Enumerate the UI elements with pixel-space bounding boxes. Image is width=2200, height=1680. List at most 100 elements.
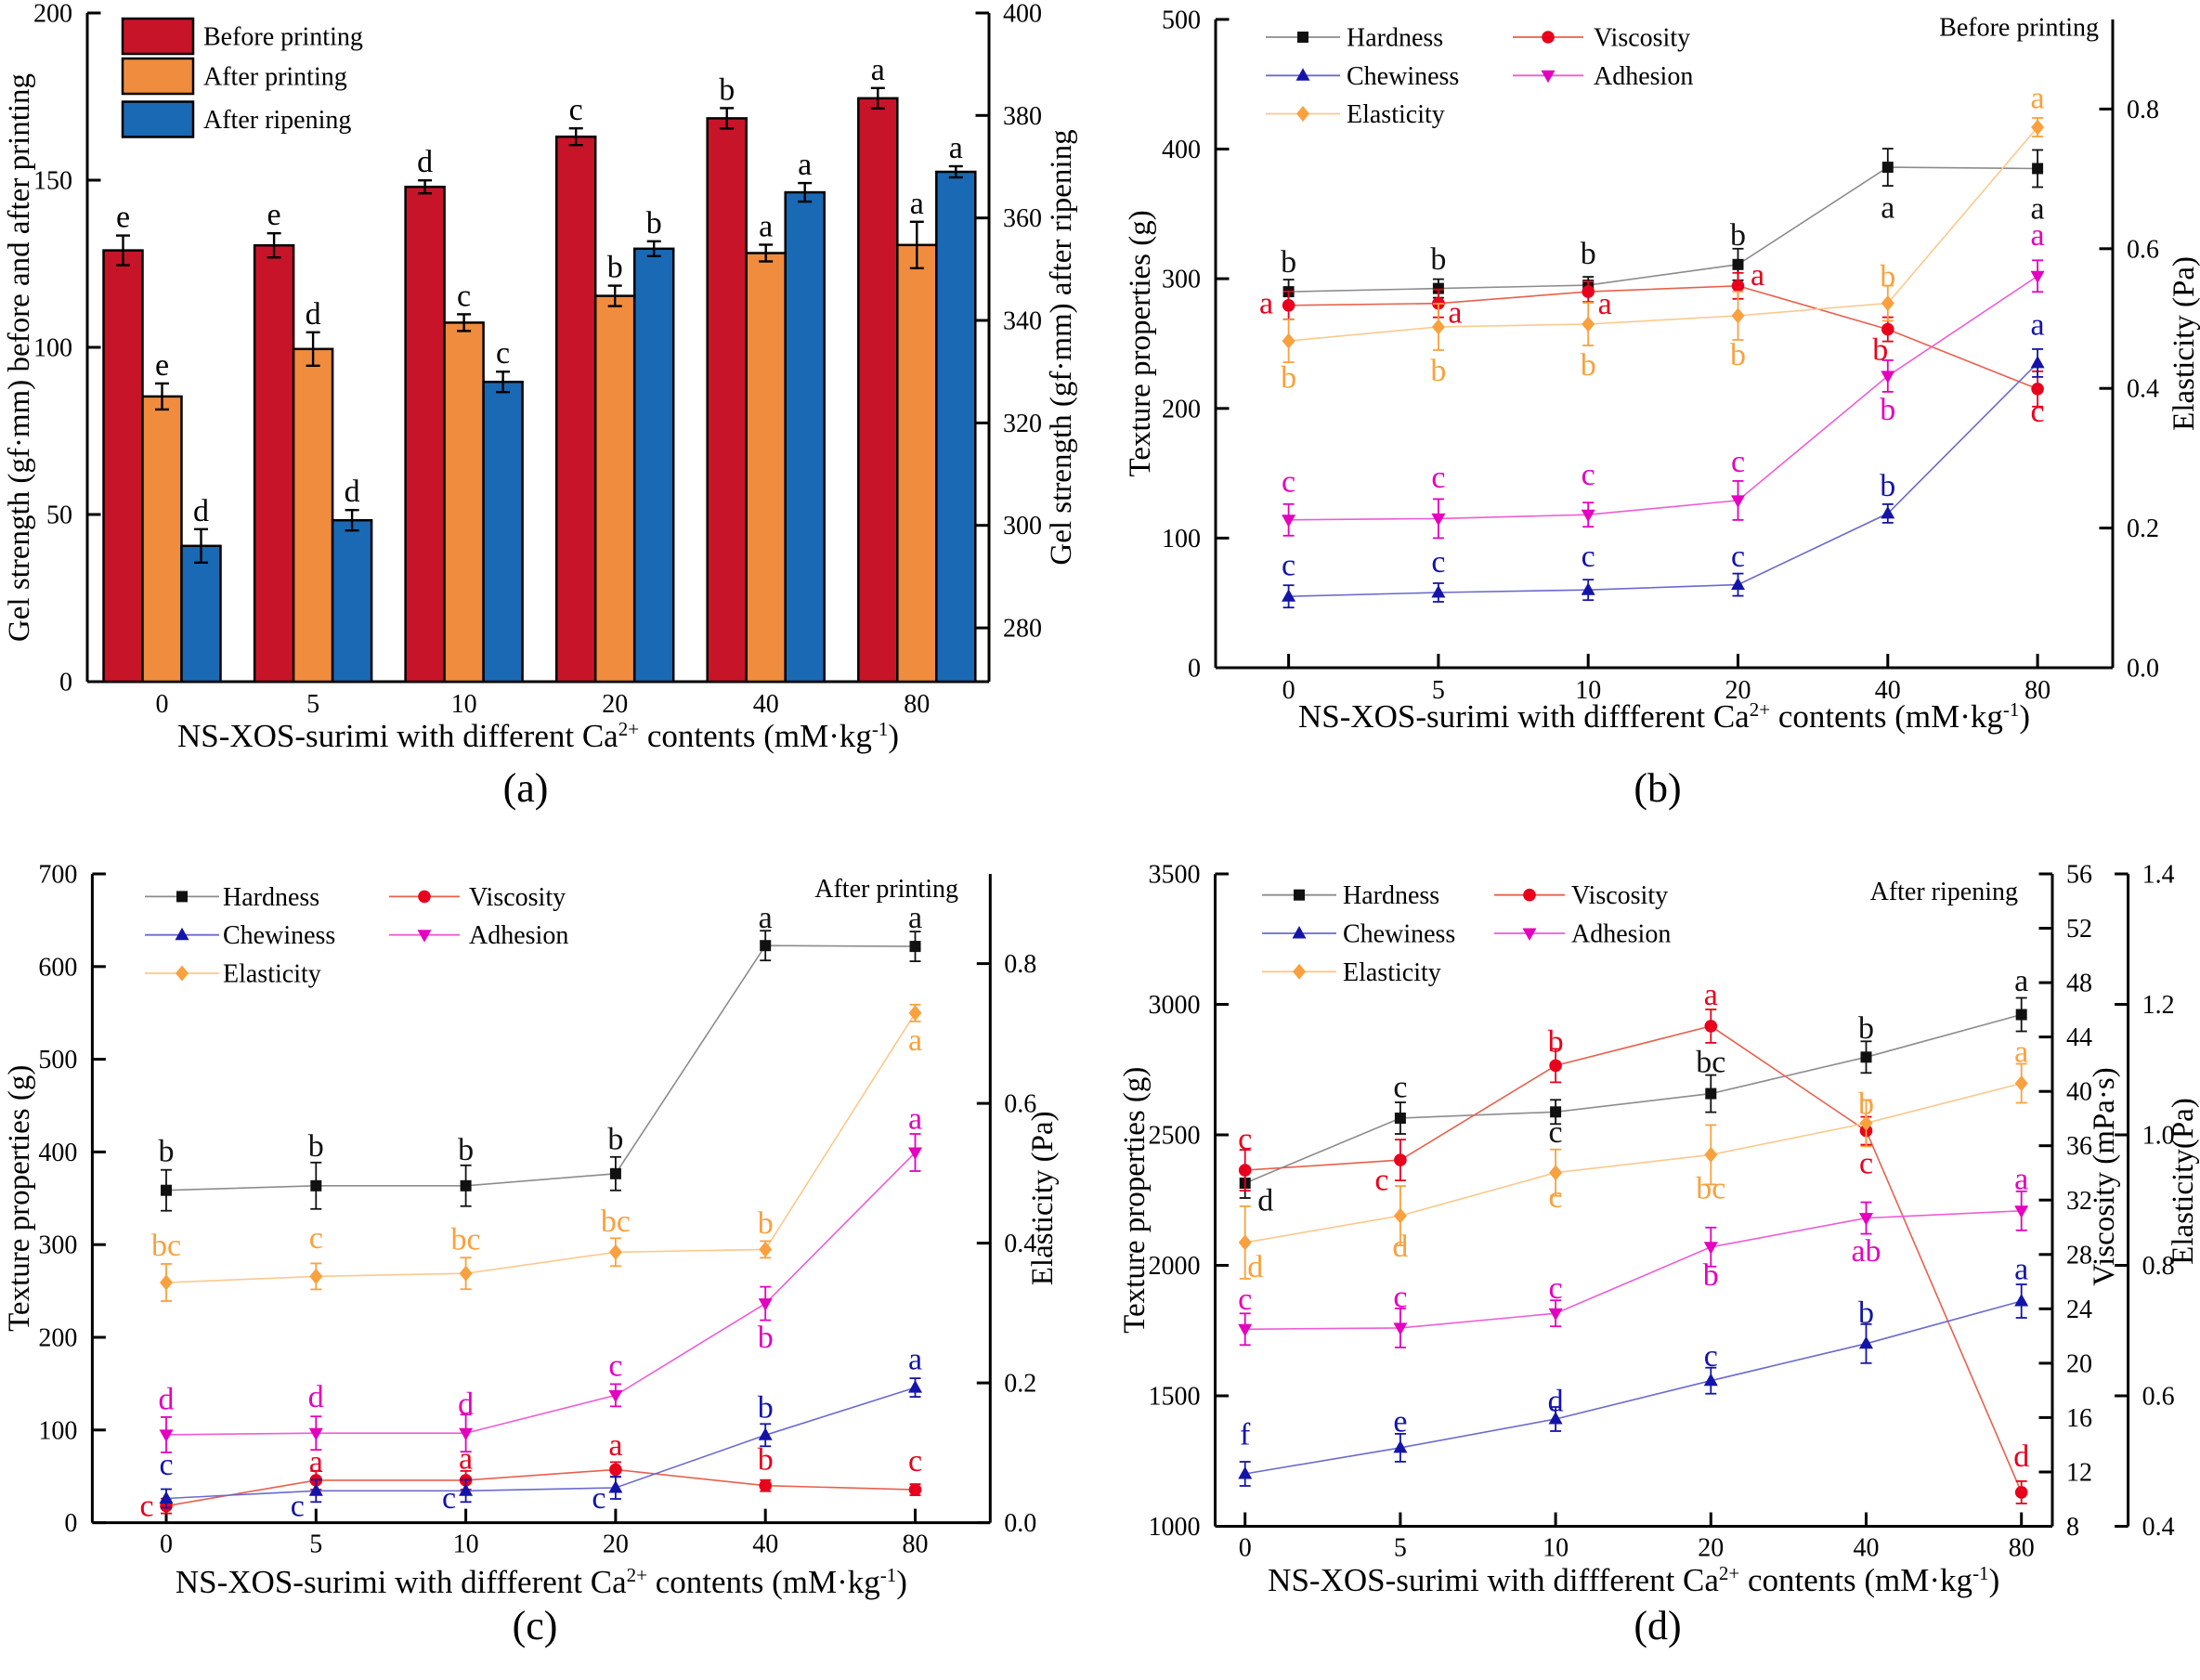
svg-text:Elasticity(Pa): Elasticity(Pa) bbox=[2167, 1098, 2200, 1265]
svg-text:(b): (b) bbox=[1634, 765, 1681, 811]
svg-text:b: b bbox=[607, 251, 623, 285]
svg-text:Elasticity: Elasticity bbox=[1343, 958, 1441, 987]
svg-text:b: b bbox=[1581, 348, 1596, 383]
svg-text:a: a bbox=[2014, 1163, 2028, 1197]
svg-text:20: 20 bbox=[1725, 676, 1751, 705]
svg-text:Before printing: Before printing bbox=[1939, 13, 2099, 42]
svg-text:200: 200 bbox=[33, 0, 72, 29]
svg-text:0: 0 bbox=[59, 669, 72, 697]
svg-text:12: 12 bbox=[2066, 1459, 2092, 1488]
svg-text:a: a bbox=[908, 1102, 922, 1137]
svg-text:f: f bbox=[1240, 1418, 1251, 1452]
svg-text:700: 700 bbox=[38, 861, 77, 890]
svg-text:b: b bbox=[1880, 469, 1895, 503]
svg-text:d: d bbox=[417, 145, 433, 179]
svg-text:500: 500 bbox=[38, 1046, 77, 1074]
svg-text:d: d bbox=[1257, 1184, 1273, 1218]
svg-text:10: 10 bbox=[451, 690, 477, 719]
svg-text:320: 320 bbox=[1003, 410, 1042, 438]
svg-text:150: 150 bbox=[33, 167, 72, 196]
svg-text:32: 32 bbox=[2066, 1187, 2092, 1216]
svg-text:a: a bbox=[759, 901, 773, 935]
svg-text:100: 100 bbox=[33, 334, 72, 363]
svg-text:e: e bbox=[1393, 1405, 1407, 1439]
svg-text:c: c bbox=[309, 1221, 323, 1256]
svg-text:b: b bbox=[1858, 1296, 1874, 1331]
svg-text:Adhesion: Adhesion bbox=[469, 921, 568, 950]
svg-text:c: c bbox=[1582, 540, 1595, 574]
svg-text:40: 40 bbox=[1875, 676, 1901, 705]
svg-text:Gel strength (gf·mm) after rip: Gel strength (gf·mm) after ripening bbox=[1045, 129, 1078, 565]
svg-text:0.2: 0.2 bbox=[1004, 1370, 1036, 1399]
svg-text:a: a bbox=[608, 1428, 622, 1463]
svg-text:2000: 2000 bbox=[1149, 1252, 1201, 1281]
svg-text:b: b bbox=[1581, 237, 1596, 271]
svg-text:Viscosity: Viscosity bbox=[1594, 24, 1690, 53]
svg-text:c: c bbox=[1431, 545, 1445, 580]
svg-text:bc: bc bbox=[151, 1229, 181, 1263]
svg-text:a: a bbox=[1704, 978, 1718, 1012]
svg-text:a: a bbox=[2031, 307, 2045, 342]
svg-text:a: a bbox=[2014, 1253, 2028, 1287]
svg-text:a: a bbox=[1598, 287, 1612, 321]
svg-text:c: c bbox=[1549, 1180, 1563, 1215]
svg-text:1500: 1500 bbox=[1149, 1383, 1201, 1412]
svg-text:280: 280 bbox=[1003, 615, 1042, 644]
svg-text:36: 36 bbox=[2066, 1132, 2092, 1161]
svg-text:0.0: 0.0 bbox=[1004, 1509, 1036, 1538]
svg-text:b: b bbox=[1880, 260, 1895, 294]
svg-text:a: a bbox=[871, 53, 885, 87]
svg-text:24: 24 bbox=[2066, 1296, 2092, 1324]
svg-text:20: 20 bbox=[1698, 1534, 1724, 1563]
svg-text:b: b bbox=[1281, 245, 1296, 280]
svg-text:a: a bbox=[798, 148, 812, 182]
svg-text:After ripening: After ripening bbox=[1870, 878, 2018, 906]
svg-text:c: c bbox=[592, 1481, 605, 1516]
svg-text:After printing: After printing bbox=[203, 63, 347, 92]
svg-text:b: b bbox=[159, 1134, 175, 1168]
svg-text:40: 40 bbox=[752, 1530, 778, 1559]
svg-text:a: a bbox=[1751, 258, 1764, 293]
svg-text:0: 0 bbox=[1282, 676, 1295, 705]
svg-text:340: 340 bbox=[1003, 307, 1042, 336]
svg-text:d: d bbox=[1392, 1230, 1408, 1264]
svg-text:a: a bbox=[2031, 82, 2045, 116]
svg-text:Chewiness: Chewiness bbox=[1347, 62, 1459, 91]
svg-text:b: b bbox=[1880, 393, 1895, 427]
svg-text:b: b bbox=[1281, 360, 1296, 395]
svg-text:10: 10 bbox=[1575, 676, 1601, 705]
svg-text:c: c bbox=[1374, 1164, 1388, 1198]
svg-text:NS-XOS-surimi with diffferent: NS-XOS-surimi with diffferent Ca2+ conte… bbox=[1268, 1562, 1999, 1598]
svg-text:500: 500 bbox=[1162, 6, 1201, 34]
svg-text:0: 0 bbox=[156, 690, 169, 719]
svg-text:600: 600 bbox=[38, 953, 77, 982]
svg-text:c: c bbox=[1582, 458, 1595, 492]
svg-text:(d): (d) bbox=[1634, 1603, 1681, 1648]
svg-text:1.2: 1.2 bbox=[2142, 991, 2175, 1020]
svg-text:200: 200 bbox=[38, 1324, 77, 1353]
svg-text:0.2: 0.2 bbox=[2127, 514, 2159, 543]
svg-text:a: a bbox=[908, 1023, 922, 1058]
svg-text:5: 5 bbox=[1432, 676, 1445, 705]
svg-text:10: 10 bbox=[453, 1530, 479, 1559]
svg-text:bc: bc bbox=[1696, 1046, 1725, 1080]
svg-text:b: b bbox=[758, 1321, 774, 1355]
svg-text:d: d bbox=[193, 494, 209, 528]
svg-text:0.6: 0.6 bbox=[2142, 1383, 2175, 1412]
svg-text:bc: bc bbox=[601, 1205, 631, 1239]
svg-text:e: e bbox=[116, 201, 130, 235]
svg-text:0: 0 bbox=[160, 1530, 173, 1559]
svg-text:300: 300 bbox=[1003, 512, 1042, 540]
svg-text:Viscosity: Viscosity bbox=[1571, 881, 1668, 910]
svg-text:d: d bbox=[1247, 1250, 1263, 1284]
svg-text:b: b bbox=[719, 72, 735, 107]
svg-text:100: 100 bbox=[38, 1416, 77, 1445]
svg-text:b: b bbox=[1858, 1011, 1874, 1046]
svg-text:(a): (a) bbox=[503, 765, 549, 811]
svg-text:a: a bbox=[908, 901, 922, 935]
svg-text:c: c bbox=[1859, 1146, 1873, 1180]
svg-text:c: c bbox=[569, 93, 583, 127]
svg-text:(c): (c) bbox=[513, 1603, 558, 1648]
svg-text:b: b bbox=[1548, 1024, 1564, 1059]
svg-text:5: 5 bbox=[306, 690, 319, 719]
